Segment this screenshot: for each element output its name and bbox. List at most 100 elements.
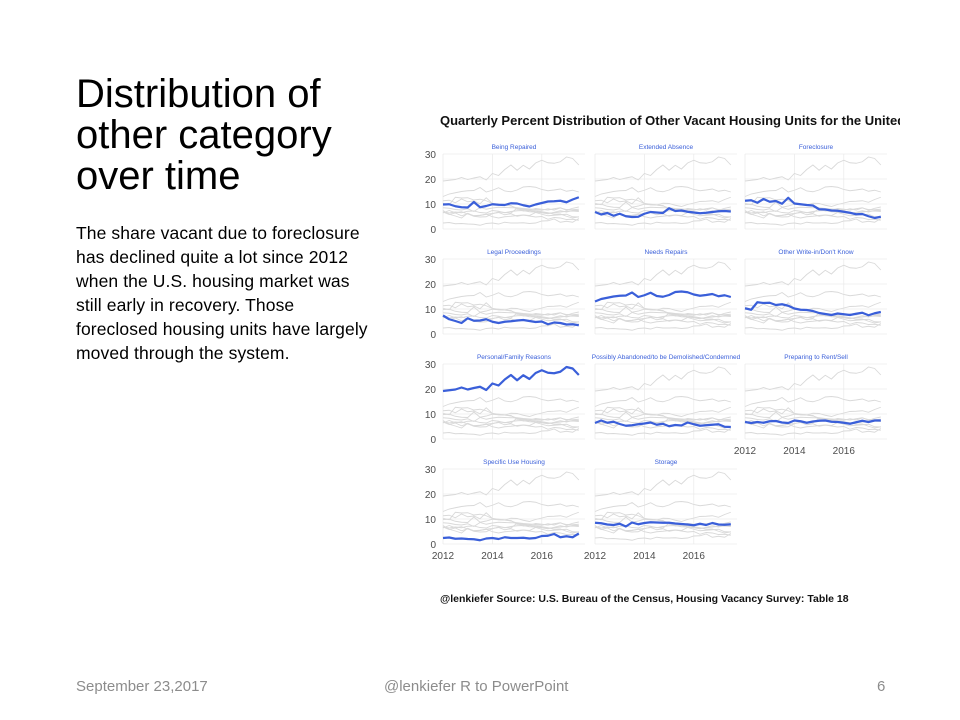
background-series-line — [594, 218, 732, 226]
background-series-line — [744, 315, 881, 320]
background-series-line — [442, 471, 580, 497]
y-tick-label: 0 — [430, 330, 436, 341]
background-series-line — [594, 186, 731, 197]
background-series-line — [744, 186, 881, 197]
background-series-line — [594, 512, 731, 534]
background-series-line — [594, 206, 731, 213]
y-tick-label: 30 — [425, 465, 437, 476]
background-series-line — [744, 210, 881, 215]
background-series-line — [744, 218, 882, 226]
background-series-line — [442, 197, 579, 219]
background-series-line — [594, 501, 731, 512]
background-series-line — [442, 396, 579, 407]
background-series-line — [744, 291, 881, 302]
background-series-line — [744, 323, 882, 331]
background-series-line — [442, 521, 579, 528]
footer-center-text: @lenkiefer R to PowerPoint — [384, 678, 569, 695]
x-tick-label: 2012 — [734, 446, 757, 457]
background-series-line — [594, 525, 731, 530]
facet-strip-label: Specific Use Housing — [483, 459, 545, 466]
background-series-line — [744, 156, 882, 182]
chart-svg: Quarterly Percent Distribution of Other … — [425, 113, 900, 605]
background-series-line — [594, 428, 732, 436]
background-series-line — [594, 420, 731, 431]
y-tick-label: 10 — [425, 515, 437, 526]
background-series-line — [442, 420, 579, 431]
highlight-series-line — [744, 301, 882, 317]
background-series-line — [594, 406, 731, 421]
x-tick-label: 2016 — [531, 551, 554, 562]
facet-strip-label: Legal Proceedings — [487, 249, 542, 256]
background-series-line — [594, 301, 731, 313]
background-series-line — [442, 206, 579, 213]
background-series-line — [744, 406, 881, 418]
chart-caption: @lenkiefer Source: U.S. Bureau of the Ce… — [440, 593, 849, 605]
y-tick-label: 0 — [430, 540, 436, 551]
background-series-line — [442, 501, 579, 512]
background-series-line — [744, 315, 881, 326]
x-tick-label: 2016 — [833, 446, 856, 457]
background-series-line — [594, 366, 732, 392]
highlight-series-line — [594, 419, 731, 429]
y-tick-label: 20 — [425, 490, 437, 501]
background-series-line — [594, 315, 731, 323]
facet-panel — [595, 364, 737, 439]
background-series-line — [594, 196, 731, 208]
background-series-line — [744, 416, 881, 423]
highlight-series-line — [594, 207, 731, 219]
background-series-line — [594, 396, 731, 407]
background-series-line — [594, 511, 731, 523]
facet-strip-label: Foreclosure — [799, 144, 834, 151]
background-series-line — [442, 291, 579, 302]
y-tick-label: 10 — [425, 200, 437, 211]
background-series-line — [442, 218, 580, 226]
y-tick-label: 10 — [425, 410, 437, 421]
background-series-line — [442, 186, 579, 197]
slide-body-text: The share vacant due to foreclosure has … — [76, 223, 368, 363]
facet-strip-label: Other Write-in/Don't Know — [778, 249, 853, 256]
background-series-line — [442, 323, 580, 331]
y-tick-label: 0 — [430, 225, 436, 236]
y-tick-label: 30 — [425, 150, 437, 161]
highlight-series-line — [442, 196, 580, 209]
background-series-line — [442, 525, 579, 533]
background-series-line — [442, 406, 579, 418]
y-tick-label: 30 — [425, 360, 437, 371]
background-series-line — [442, 210, 579, 221]
x-tick-label: 2014 — [481, 551, 504, 562]
background-series-line — [744, 406, 881, 421]
background-series-line — [594, 525, 731, 536]
background-series-line — [442, 525, 579, 530]
slide-title: Distribution of other category over time — [76, 72, 332, 198]
background-series-line — [442, 420, 579, 425]
facet-panel — [443, 469, 585, 544]
background-series-line — [744, 396, 881, 407]
facet-strip-label: Personal/Family Reasons — [477, 354, 552, 361]
x-tick-label: 2014 — [633, 551, 656, 562]
background-series-line — [594, 196, 731, 211]
background-series-line — [594, 525, 731, 533]
y-tick-label: 10 — [425, 305, 437, 316]
background-series-line — [442, 156, 580, 182]
background-series-line — [594, 301, 731, 316]
facet-strip-label: Storage — [655, 459, 678, 466]
facet-panel — [443, 154, 585, 229]
background-series-line — [744, 366, 882, 392]
y-tick-label: 0 — [430, 435, 436, 446]
chart-title: Quarterly Percent Distribution of Other … — [440, 113, 900, 128]
background-series-line — [442, 261, 580, 287]
x-tick-label: 2016 — [683, 551, 706, 562]
background-series-line — [744, 420, 881, 431]
background-series-line — [594, 406, 731, 418]
background-series-line — [594, 315, 731, 326]
y-tick-label: 20 — [425, 175, 437, 186]
facet-strip-label: Needs Repairs — [645, 249, 689, 256]
highlight-series-line — [744, 419, 881, 425]
background-series-line — [594, 302, 731, 324]
background-series-line — [442, 525, 579, 536]
background-series-line — [442, 210, 579, 215]
facet-panel — [595, 469, 737, 544]
background-series-line — [442, 311, 579, 318]
y-tick-label: 20 — [425, 385, 437, 396]
highlight-series-line — [744, 196, 882, 220]
